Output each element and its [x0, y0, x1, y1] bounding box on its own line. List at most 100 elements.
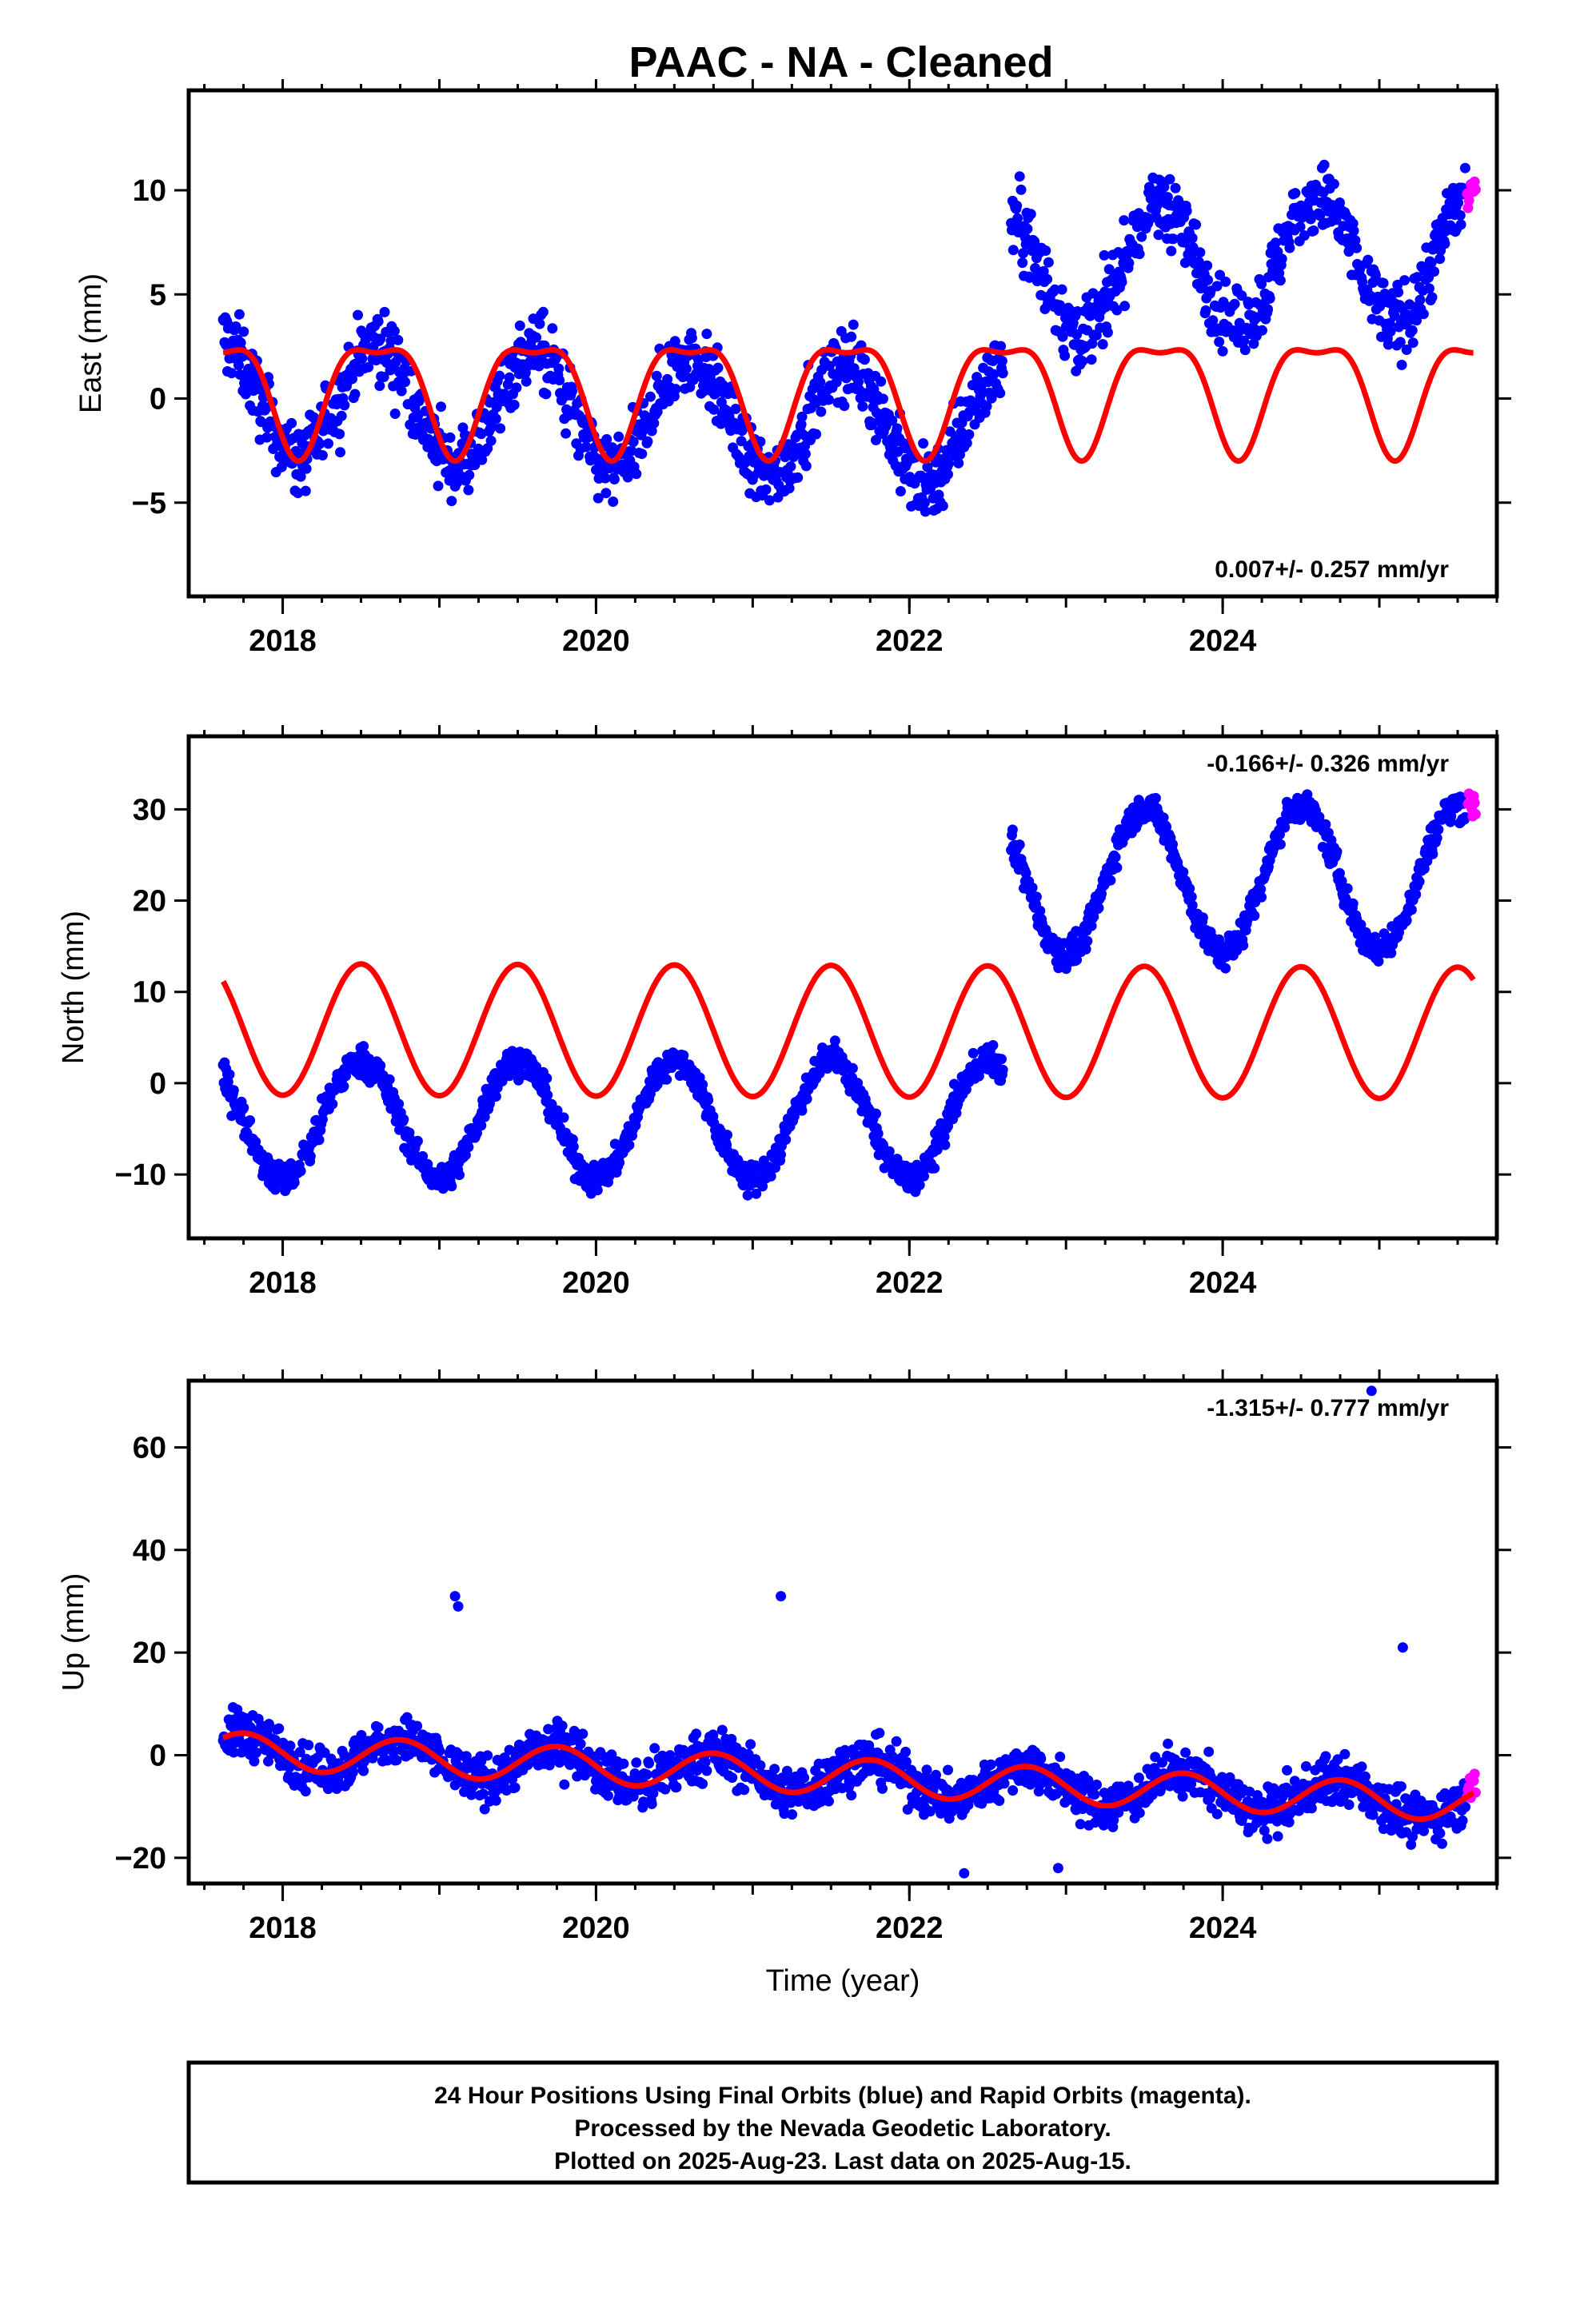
final-orbit-point: [1262, 1834, 1272, 1844]
final-orbit-point: [618, 1759, 628, 1769]
final-orbit-point: [649, 1743, 660, 1753]
final-orbit-point: [1455, 210, 1466, 221]
final-orbit-point: [1218, 346, 1228, 357]
final-orbit-point: [289, 1178, 300, 1188]
final-orbit-point: [1040, 245, 1051, 256]
final-orbit-point: [1035, 1754, 1046, 1764]
final-orbit-point: [824, 1796, 834, 1807]
final-orbit-point: [727, 1772, 737, 1783]
final-orbit-point: [703, 1095, 713, 1106]
final-orbit-point: [374, 381, 385, 391]
final-orbit-point: [286, 418, 297, 429]
final-orbit-point: [1171, 183, 1181, 193]
final-orbit-point: [436, 401, 446, 412]
final-orbit-point: [1396, 1781, 1406, 1792]
final-orbit-point: [1007, 824, 1018, 835]
final-orbit-point: [986, 1760, 996, 1770]
final-orbit-point: [878, 393, 888, 404]
final-orbit-point: [1195, 247, 1205, 257]
final-orbit-point: [996, 1054, 1007, 1064]
final-orbit-point: [1178, 1792, 1188, 1802]
final-orbit-point: [238, 326, 249, 337]
final-orbit-point: [1123, 258, 1134, 269]
final-orbit-point: [1134, 1772, 1144, 1783]
final-orbit-point: [335, 447, 345, 457]
final-orbit-point: [800, 448, 811, 459]
final-orbit-point: [234, 309, 245, 320]
final-orbit-point: [433, 480, 444, 491]
final-orbit-point: [1460, 163, 1470, 173]
final-orbit-point: [1379, 278, 1389, 289]
final-orbit-point: [1329, 179, 1339, 189]
final-orbit-point: [892, 423, 903, 433]
final-orbit-point: [1220, 963, 1231, 974]
final-orbit-point: [631, 1757, 641, 1768]
final-orbit-point: [609, 474, 620, 484]
final-orbit-point: [797, 1106, 808, 1116]
final-orbit-point: [554, 375, 565, 385]
y-axis-label: North (mm): [57, 911, 90, 1064]
chart-title: PAAC - NA - Cleaned: [628, 38, 1053, 86]
final-orbit-point: [1307, 1803, 1317, 1813]
final-orbit-point: [943, 469, 953, 480]
final-orbit-point: [380, 307, 390, 317]
final-orbit-point: [892, 1736, 902, 1747]
final-orbit-point: [1408, 337, 1418, 348]
final-orbit-point: [454, 1170, 465, 1180]
y-tick-label: 5: [150, 278, 166, 312]
final-orbit-point: [495, 423, 505, 433]
final-orbit-point: [463, 1142, 473, 1152]
final-orbit-point: [1308, 225, 1319, 236]
final-orbit-point: [357, 353, 367, 364]
final-orbit-point: [510, 1783, 521, 1793]
final-orbit-point: [1393, 287, 1403, 297]
final-orbit-point: [559, 1780, 569, 1790]
final-orbit-point: [486, 436, 497, 446]
final-orbit-point: [968, 1048, 979, 1058]
final-orbit-point: [1230, 299, 1240, 309]
final-orbit-point: [385, 1074, 395, 1085]
final-orbit-point: [1397, 360, 1407, 370]
final-orbit-point: [1257, 325, 1267, 336]
final-orbit-point: [647, 1799, 657, 1809]
final-orbit-point: [1339, 1749, 1350, 1760]
final-orbit-point: [1214, 337, 1224, 347]
final-orbit-point: [1027, 883, 1038, 893]
y-tick-label: 10: [133, 174, 166, 208]
final-orbit-point: [1187, 233, 1198, 243]
final-orbit-point: [348, 1767, 358, 1777]
final-orbit-point: [1238, 940, 1248, 951]
final-orbit-point: [273, 1724, 284, 1734]
final-orbit-point: [561, 429, 571, 439]
final-orbit-point: [600, 488, 611, 498]
x-tick-label: 2018: [249, 1266, 317, 1300]
final-orbit-point: [511, 382, 521, 393]
final-orbit-point: [390, 409, 401, 419]
final-orbit-point: [535, 319, 545, 329]
final-orbit-point: [1301, 1761, 1311, 1772]
final-orbit-point: [846, 332, 856, 342]
final-orbit-point: [1407, 325, 1418, 336]
final-orbit-point: [334, 429, 345, 439]
final-orbit-point: [988, 1040, 998, 1050]
final-orbit-point: [350, 389, 361, 400]
final-orbit-point: [1117, 277, 1127, 287]
final-orbit-point: [1282, 1765, 1292, 1776]
final-orbit-point: [873, 1129, 884, 1139]
final-orbit-point: [1344, 1800, 1355, 1810]
final-orbit-point: [1098, 339, 1108, 349]
final-orbit-point: [463, 485, 473, 496]
x-tick-label: 2022: [876, 624, 944, 658]
final-orbit-point: [1351, 243, 1362, 253]
final-orbit-point: [1406, 905, 1417, 915]
final-orbit-point: [296, 1166, 306, 1176]
final-orbit-point: [1103, 327, 1113, 337]
final-orbit-point: [671, 384, 681, 394]
final-orbit-point: [1220, 277, 1231, 287]
final-orbit-point: [1265, 293, 1275, 304]
final-orbit-point: [1057, 285, 1067, 295]
final-orbit-point: [761, 484, 772, 495]
final-orbit-point: [1415, 295, 1426, 305]
